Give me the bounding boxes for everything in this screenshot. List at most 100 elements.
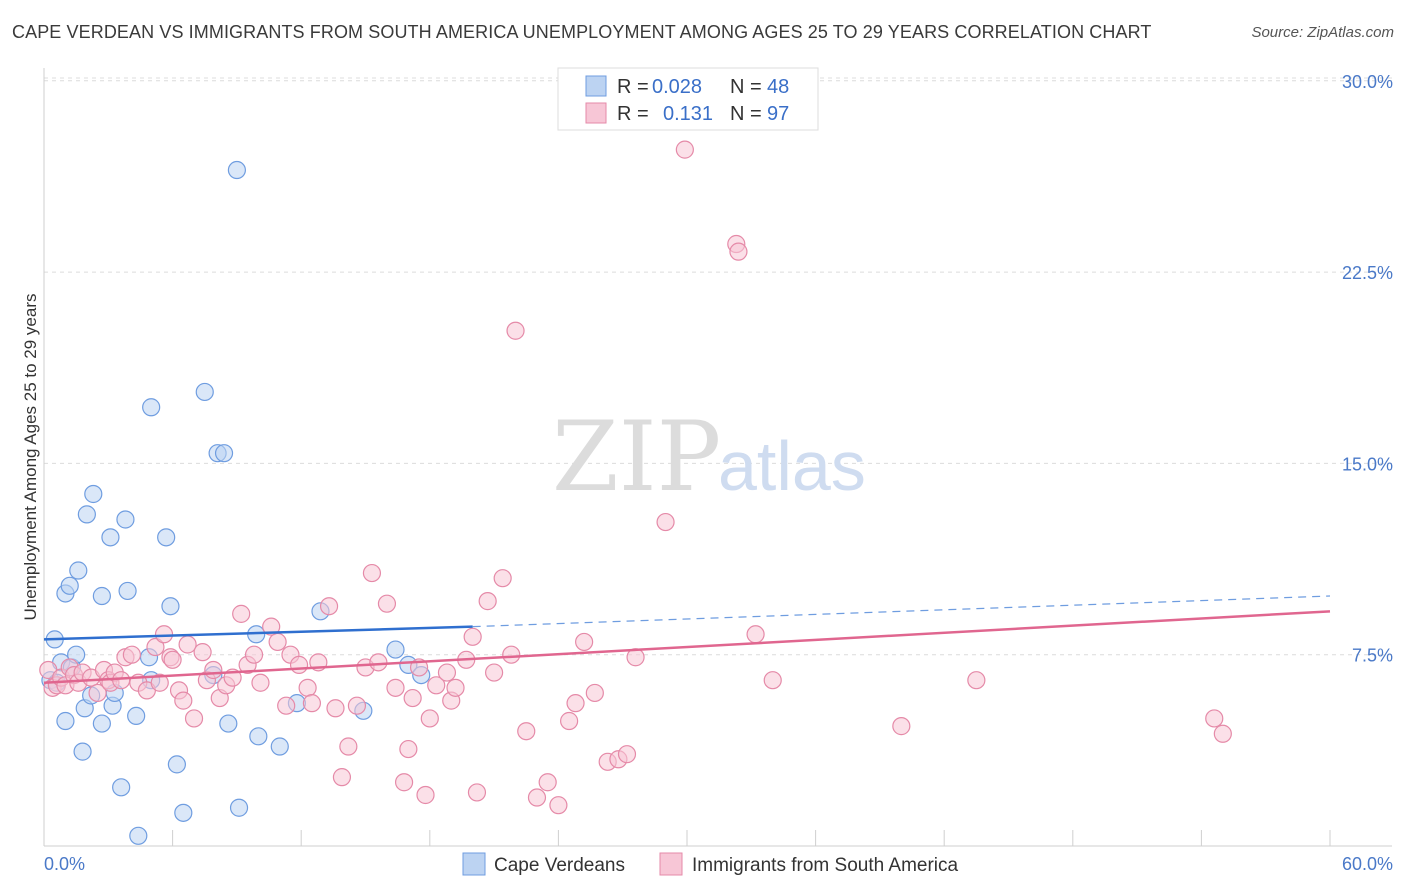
point-cape-verdean-12 bbox=[77, 505, 96, 524]
source-label: Source: ZipAtlas.com bbox=[1251, 24, 1394, 41]
point-immigrant-62 bbox=[420, 709, 439, 728]
point-immigrant-39 bbox=[262, 617, 281, 636]
point-immigrant-22 bbox=[154, 625, 174, 644]
y-axis-title: Unemployment Among Ages 25 to 29 years bbox=[21, 294, 40, 621]
point-immigrant-45 bbox=[302, 694, 322, 713]
point-immigrant-87 bbox=[656, 512, 675, 532]
point-cape-verdean-13 bbox=[84, 484, 103, 504]
point-immigrant-38 bbox=[251, 673, 270, 692]
point-immigrant-31 bbox=[204, 660, 223, 680]
point-immigrant-27 bbox=[178, 635, 197, 654]
point-immigrant-91 bbox=[746, 625, 765, 644]
watermark: ZIP atlas bbox=[552, 401, 866, 513]
point-immigrant-95 bbox=[1205, 709, 1224, 728]
point-immigrant-49 bbox=[332, 768, 352, 787]
point-immigrant-85 bbox=[617, 745, 637, 764]
y-tick-label-2: 22.5% bbox=[1342, 263, 1393, 283]
point-cape-verdean-9 bbox=[69, 561, 88, 580]
point-immigrant-51 bbox=[347, 696, 367, 715]
point-immigrant-64 bbox=[437, 663, 457, 682]
point-immigrant-20 bbox=[146, 637, 165, 657]
legend-n-label-1: N = bbox=[730, 76, 762, 98]
legend-n-value-2: 97 bbox=[767, 103, 789, 125]
point-cape-verdean-6 bbox=[60, 576, 79, 595]
point-immigrant-15 bbox=[112, 671, 131, 690]
point-immigrant-96 bbox=[1213, 724, 1232, 743]
legend-r-value-2: 0.131 bbox=[663, 103, 713, 125]
series-swatch-cape-verdeans bbox=[462, 852, 486, 876]
point-immigrant-94 bbox=[967, 671, 986, 690]
point-immigrant-26 bbox=[174, 691, 193, 710]
point-immigrant-24 bbox=[163, 650, 182, 669]
point-immigrant-77 bbox=[538, 773, 557, 792]
y-tick-label-3: 30.0% bbox=[1342, 72, 1393, 92]
legend-n-value-1: 48 bbox=[767, 76, 789, 98]
point-cape-verdean-29 bbox=[161, 597, 180, 616]
trend-line-cape-verdeans bbox=[43, 625, 473, 641]
point-cape-verdean-35 bbox=[214, 444, 234, 463]
point-cape-verdean-21 bbox=[116, 510, 135, 529]
chart-title: CAPE VERDEAN VS IMMIGRANTS FROM SOUTH AM… bbox=[12, 22, 1152, 42]
y-tick-label-0: 7.5% bbox=[1352, 646, 1393, 666]
point-immigrant-75 bbox=[517, 722, 536, 741]
point-cape-verdean-31 bbox=[174, 803, 193, 822]
series-swatch-immigrants bbox=[659, 852, 683, 876]
watermark-zip: ZIP bbox=[552, 401, 721, 513]
point-immigrant-57 bbox=[394, 773, 414, 792]
point-immigrant-72 bbox=[493, 569, 512, 588]
legend-n-label-2: N = bbox=[730, 103, 762, 125]
point-cape-verdean-45 bbox=[386, 640, 405, 659]
point-immigrant-66 bbox=[446, 678, 465, 697]
point-cape-verdean-36 bbox=[219, 714, 238, 733]
correlation-legend: R = 0.028 N = 48 R = 0.131 N = 97 bbox=[557, 67, 819, 131]
point-immigrant-40 bbox=[268, 632, 287, 652]
point-immigrant-90 bbox=[729, 242, 748, 261]
point-immigrant-68 bbox=[463, 627, 482, 646]
point-immigrant-69 bbox=[467, 783, 487, 802]
point-cape-verdean-28 bbox=[157, 528, 176, 547]
x-tick-label-1: 60.0% bbox=[1342, 854, 1393, 874]
point-immigrant-59 bbox=[403, 688, 422, 708]
y-tick-label-1: 15.0% bbox=[1342, 454, 1393, 474]
point-immigrant-37 bbox=[244, 645, 264, 664]
point-immigrant-47 bbox=[319, 597, 339, 616]
point-immigrant-63 bbox=[427, 676, 446, 695]
point-immigrant-61 bbox=[416, 785, 435, 805]
point-cape-verdean-26 bbox=[142, 398, 161, 417]
point-cape-verdean-15 bbox=[92, 586, 111, 606]
point-immigrant-41 bbox=[277, 696, 296, 715]
axes bbox=[43, 68, 1392, 847]
point-immigrant-50 bbox=[339, 737, 358, 756]
point-cape-verdean-20 bbox=[112, 778, 131, 797]
point-immigrant-21 bbox=[150, 673, 169, 692]
trend-lines bbox=[43, 595, 1331, 684]
point-cape-verdean-41 bbox=[270, 737, 289, 756]
legend-r-label-1: R = bbox=[617, 76, 649, 98]
point-immigrant-93 bbox=[892, 717, 911, 736]
point-cape-verdean-16 bbox=[92, 714, 111, 733]
point-immigrant-48 bbox=[326, 699, 345, 718]
point-cape-verdean-22 bbox=[118, 581, 137, 601]
point-immigrant-80 bbox=[566, 694, 585, 713]
point-immigrant-73 bbox=[502, 645, 521, 664]
trend-line-cape-verdeans-projection bbox=[472, 595, 1331, 628]
point-cape-verdean-30 bbox=[167, 755, 186, 774]
point-immigrant-53 bbox=[362, 563, 382, 583]
legend-r-value-1: 0.028 bbox=[652, 76, 702, 98]
y-axis-labels: 7.5% 15.0% 22.5% 30.0% bbox=[1342, 72, 1393, 666]
point-immigrant-79 bbox=[560, 711, 579, 731]
point-immigrant-76 bbox=[527, 788, 547, 807]
point-immigrant-56 bbox=[386, 678, 405, 697]
watermark-atlas: atlas bbox=[718, 427, 866, 505]
point-immigrant-78 bbox=[549, 796, 568, 815]
point-cape-verdean-24 bbox=[129, 826, 148, 845]
point-immigrant-28 bbox=[184, 709, 204, 728]
point-immigrant-54 bbox=[369, 653, 388, 672]
point-immigrant-74 bbox=[506, 321, 525, 340]
series-name-cape-verdeans: Cape Verdeans bbox=[494, 855, 625, 876]
point-immigrant-81 bbox=[575, 632, 594, 652]
point-immigrant-82 bbox=[585, 683, 604, 703]
point-immigrant-29 bbox=[193, 643, 212, 662]
point-cape-verdean-32 bbox=[195, 382, 214, 402]
